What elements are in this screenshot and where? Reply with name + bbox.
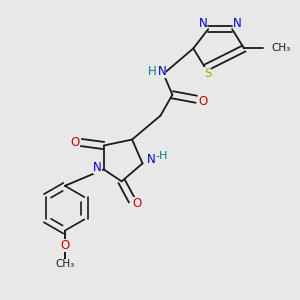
Text: N: N bbox=[93, 161, 101, 174]
Text: S: S bbox=[204, 67, 211, 80]
Text: N: N bbox=[233, 17, 242, 30]
Text: O: O bbox=[133, 197, 142, 210]
Text: CH₃: CH₃ bbox=[55, 260, 74, 269]
Text: H: H bbox=[148, 65, 157, 78]
Text: N: N bbox=[146, 153, 155, 167]
Text: CH₃: CH₃ bbox=[271, 44, 290, 53]
Text: N: N bbox=[158, 65, 166, 78]
Text: O: O bbox=[60, 239, 70, 252]
Text: -H: -H bbox=[156, 151, 168, 161]
Text: O: O bbox=[70, 136, 80, 149]
Text: O: O bbox=[198, 95, 208, 108]
Text: N: N bbox=[199, 17, 207, 30]
